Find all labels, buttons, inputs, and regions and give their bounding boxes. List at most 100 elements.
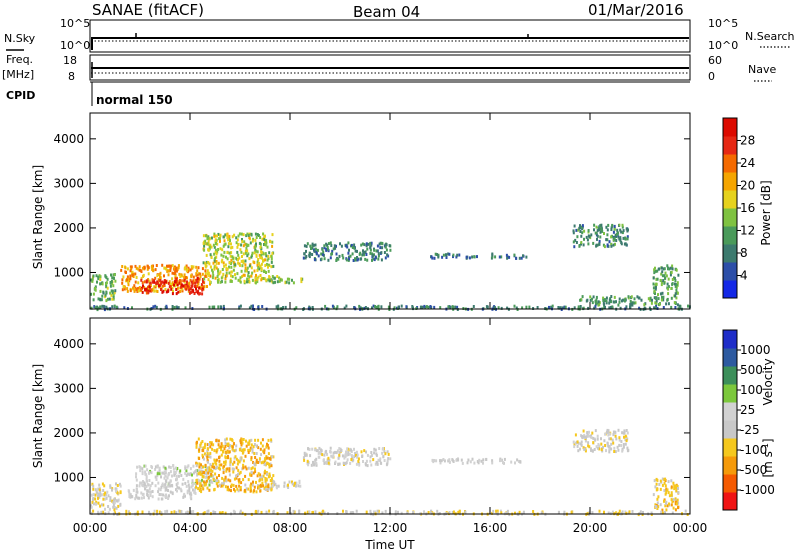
- echo-cell: [540, 511, 543, 515]
- y-tick-label: 2000: [53, 221, 84, 235]
- echo-cell: [111, 499, 113, 503]
- echo-cell: [239, 280, 242, 284]
- echo-cell: [596, 229, 599, 233]
- echo-cell: [272, 281, 275, 285]
- echo-cell: [248, 439, 251, 443]
- echo-cell: [265, 271, 267, 274]
- echo-cell: [182, 495, 185, 499]
- echo-cell: [608, 437, 611, 441]
- echo-cell: [425, 305, 428, 309]
- echo-cell: [587, 444, 590, 448]
- echo-cell: [158, 466, 161, 470]
- echo-cell: [151, 481, 154, 485]
- echo-cell: [190, 493, 193, 497]
- echo-cell: [435, 253, 438, 256]
- echo-cell: [265, 478, 268, 482]
- echo-cell: [609, 305, 612, 309]
- echo-cell: [515, 256, 518, 260]
- echo-cell: [92, 484, 95, 488]
- echo-cell: [278, 276, 281, 280]
- echo-cell: [558, 306, 561, 310]
- echo-cell: [190, 275, 193, 278]
- colorbar-tick-label: 4: [740, 269, 748, 283]
- echo-cell: [287, 486, 290, 489]
- echo-cell: [361, 455, 364, 458]
- echo-cell: [258, 459, 261, 463]
- echo-cell: [163, 485, 166, 489]
- echo-cell: [164, 471, 167, 475]
- echo-cell: [187, 483, 190, 487]
- echo-cell: [228, 473, 231, 477]
- echo-cell: [629, 299, 632, 303]
- echo-cell: [215, 252, 218, 256]
- echo-cell: [268, 465, 271, 469]
- echo-cell: [576, 444, 579, 448]
- echo-cell: [441, 255, 444, 259]
- echo-cell: [158, 279, 161, 282]
- echo-cell: [102, 510, 105, 514]
- echo-cell: [260, 441, 262, 445]
- echo-cell: [134, 497, 137, 501]
- echo-cell: [332, 454, 335, 458]
- echo-cell: [269, 486, 272, 490]
- echo-cell: [209, 463, 212, 467]
- echo-cell: [111, 281, 113, 285]
- echo-cell: [625, 439, 628, 443]
- echo-cell: [608, 306, 611, 310]
- echo-cell: [353, 243, 356, 247]
- echo-cell: [586, 298, 589, 302]
- echo-cell: [266, 472, 268, 476]
- echo-cell: [97, 277, 100, 281]
- echo-cell: [187, 480, 190, 484]
- echo-cell: [494, 255, 497, 259]
- x-tick-label: 00:00: [73, 521, 108, 535]
- echo-cell: [214, 238, 217, 242]
- echo-cell: [353, 246, 356, 250]
- echo-cell: [608, 240, 611, 244]
- echo-cell: [262, 252, 265, 256]
- echo-cell: [257, 438, 260, 442]
- echo-cell: [239, 486, 242, 489]
- echo-cell: [154, 268, 157, 272]
- echo-cell: [195, 464, 198, 468]
- echo-cell: [244, 454, 247, 458]
- echo-cell: [284, 305, 287, 309]
- echo-cell: [192, 265, 195, 269]
- echo-cell: [675, 282, 678, 286]
- colorbar-segment: [723, 172, 737, 191]
- echo-cell: [273, 276, 276, 280]
- echo-cell: [330, 454, 333, 458]
- echo-cell: [348, 255, 350, 259]
- echo-cell: [219, 247, 222, 251]
- echo-cell: [257, 446, 260, 450]
- echo-cell: [98, 488, 101, 492]
- echo-cell: [153, 279, 155, 283]
- echo-cell: [655, 505, 658, 509]
- echo-cell: [265, 455, 268, 458]
- colorbar-segment: [723, 154, 737, 173]
- echo-cell: [382, 447, 385, 450]
- y-tick-label: 1000: [53, 265, 84, 279]
- echo-cell: [230, 279, 233, 283]
- echo-cell: [201, 486, 204, 490]
- colorbar-segment: [723, 190, 737, 209]
- echo-cell: [213, 449, 216, 453]
- echo-cell: [231, 439, 234, 443]
- echo-cell: [525, 305, 528, 309]
- echo-cell: [649, 296, 652, 300]
- echo-cell: [274, 482, 277, 486]
- echo-cell: [507, 255, 509, 259]
- echo-cell: [455, 255, 458, 259]
- echo-cell: [406, 511, 409, 515]
- echo-cell: [238, 306, 241, 310]
- echo-cell: [247, 466, 250, 470]
- echo-cell: [284, 281, 287, 285]
- echo-cell: [237, 468, 240, 472]
- echo-cell: [642, 511, 644, 514]
- echo-cell: [321, 247, 324, 251]
- echo-cell: [580, 241, 583, 244]
- echo-cell: [572, 240, 575, 244]
- echo-cell: [654, 301, 657, 305]
- echo-cell: [657, 297, 660, 301]
- echo-cell: [235, 448, 237, 452]
